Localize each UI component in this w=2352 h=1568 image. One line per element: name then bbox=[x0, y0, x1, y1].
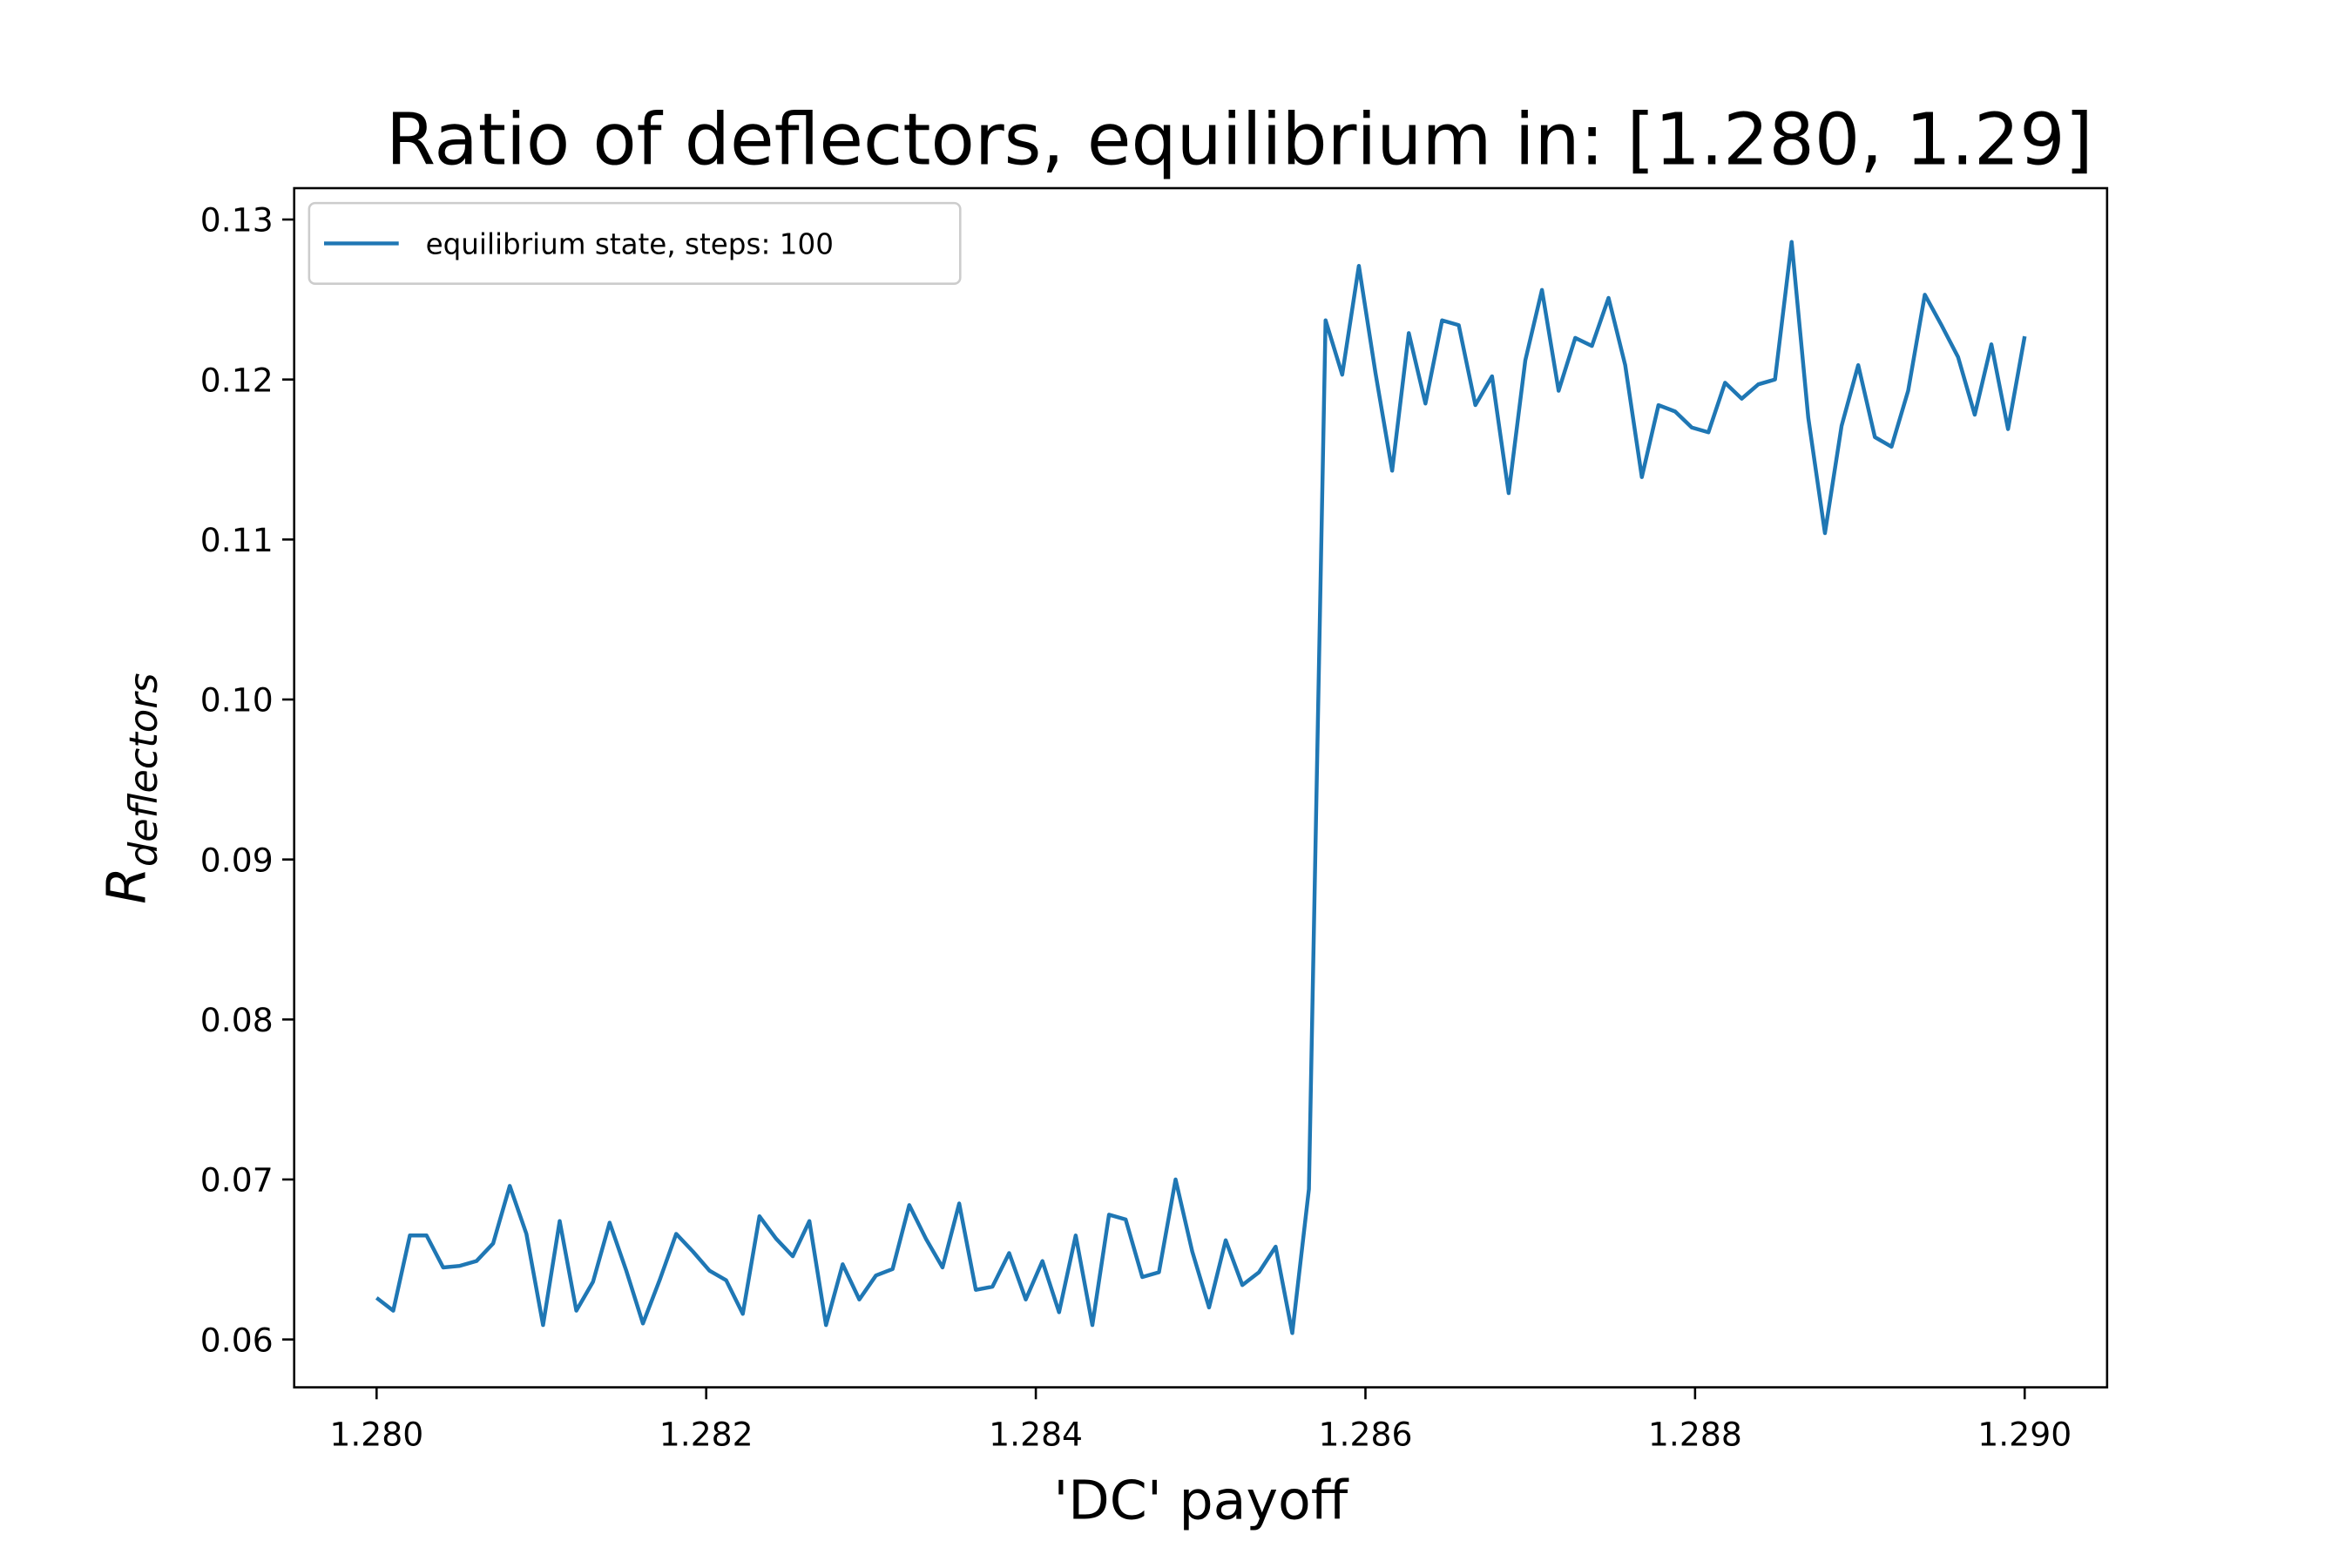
x-tick-label: 1.282 bbox=[659, 1415, 754, 1453]
x-tick-label: 1.286 bbox=[1319, 1415, 1413, 1453]
plot-frame bbox=[293, 186, 2109, 1389]
chart-title: Ratio of deflectors, equilibrium in: [1.… bbox=[386, 99, 2093, 182]
y-tick-label: 0.12 bbox=[200, 361, 274, 399]
y-tick-label: 0.08 bbox=[200, 1001, 274, 1039]
legend-box bbox=[308, 201, 962, 285]
y-tick-label: 0.11 bbox=[200, 521, 274, 559]
legend-label: equilibrium state, steps: 100 bbox=[426, 227, 834, 260]
y-axis-label: Rdeflectors bbox=[95, 672, 166, 904]
y-tick-label: 0.10 bbox=[200, 681, 274, 720]
x-axis-label: 'DC' payoff bbox=[1053, 1469, 1348, 1531]
x-tick-label: 1.290 bbox=[1977, 1415, 2072, 1453]
y-axis-label-base: R bbox=[95, 867, 158, 904]
x-tick-label: 1.284 bbox=[989, 1415, 1083, 1453]
y-axis-label-subscript: deflectors bbox=[121, 672, 166, 867]
y-tick-label: 0.13 bbox=[200, 201, 274, 240]
y-tick-label: 0.09 bbox=[200, 841, 274, 879]
x-tick-label: 1.280 bbox=[329, 1415, 423, 1453]
y-tick-label: 0.07 bbox=[200, 1161, 274, 1200]
data-line bbox=[375, 240, 2027, 1335]
x-tick-label: 1.288 bbox=[1648, 1415, 1742, 1453]
y-tick-label: 0.06 bbox=[200, 1321, 274, 1359]
